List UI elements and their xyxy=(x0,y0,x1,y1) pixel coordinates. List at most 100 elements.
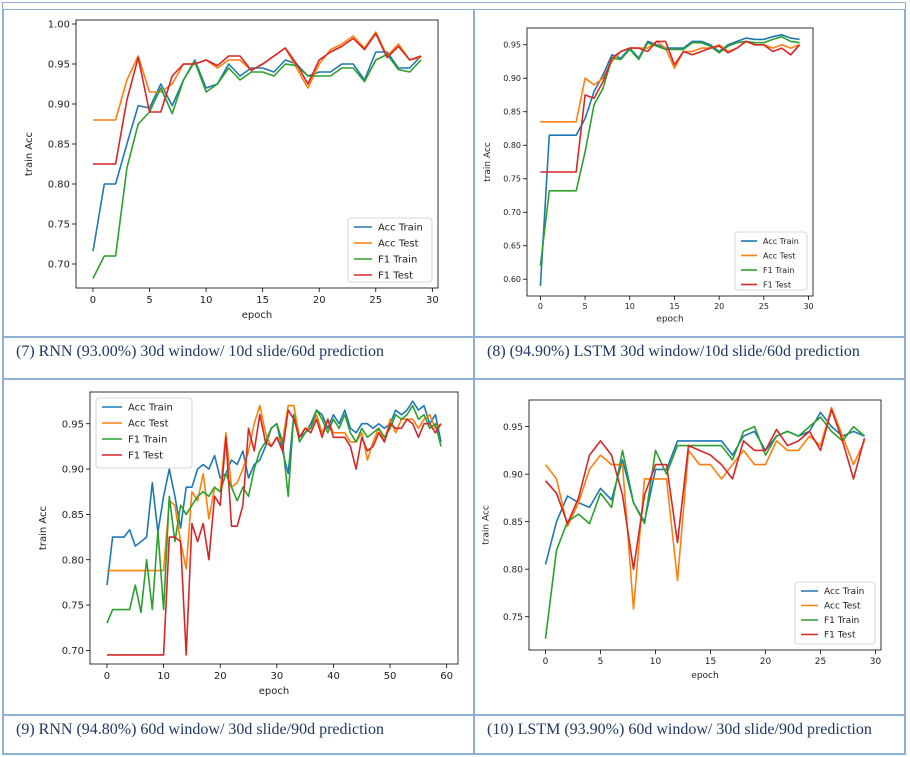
y-tick-label: 0.75 xyxy=(503,613,523,623)
y-tick-label: 0.80 xyxy=(62,555,84,566)
legend-label: Acc Train xyxy=(378,223,423,234)
x-tick-label: 0 xyxy=(90,295,96,306)
y-tick-label: 0.95 xyxy=(503,41,521,50)
series-line-f1-test xyxy=(107,409,442,656)
x-axis-label: epoch xyxy=(656,315,683,325)
y-tick-label: 0.75 xyxy=(48,220,70,231)
caption-7: (7) RNN (93.00%) 30d window/ 10d slide/6… xyxy=(3,337,474,379)
x-axis-label: epoch xyxy=(691,671,718,681)
y-tick-label: 0.70 xyxy=(62,646,84,657)
legend-label: F1 Test xyxy=(824,631,856,641)
legend-label: F1 Train xyxy=(378,255,417,266)
legend-box xyxy=(734,231,808,291)
x-tick-label: 0 xyxy=(538,302,543,311)
x-axis-label: epoch xyxy=(242,310,272,321)
x-tick-label: 20 xyxy=(714,302,724,311)
x-tick-label: 5 xyxy=(583,302,588,311)
legend-box xyxy=(794,581,876,645)
series-line-f1-train xyxy=(92,53,422,279)
chart-rnn-30d-window: 0 5 10 15 20 25 30 0.70 0.75 0.80 0.85 0.90 0.95 1.00… xyxy=(24,19,439,321)
y-axis-label: train Acc xyxy=(483,142,493,182)
x-tick-label: 25 xyxy=(815,657,826,667)
series-line-acc-train xyxy=(539,33,800,286)
x-tick-label: 20 xyxy=(313,295,326,306)
y-tick-label: 0.95 xyxy=(62,419,84,430)
legend-label: F1 Train xyxy=(824,616,859,626)
y-tick-label: 0.75 xyxy=(503,175,521,184)
y-tick-label: 0.90 xyxy=(48,100,70,111)
y-tick-label: 0.80 xyxy=(503,565,523,575)
y-tick-label: 0.85 xyxy=(48,140,70,151)
legend-label: Acc Test xyxy=(128,419,169,430)
y-tick-label: 0.80 xyxy=(503,141,521,150)
caption-9-text: (9) RNN (94.80%) 60d window/ 30d slide/9… xyxy=(16,721,384,738)
legend-label: Acc Train xyxy=(763,237,799,246)
y-axis-label: train Acc xyxy=(24,132,35,176)
caption-8: (8) (94.90%) LSTM 30d window/10d slide/6… xyxy=(474,337,905,379)
x-tick-label: 30 xyxy=(426,295,439,306)
panel-9: 0 10 20 30 40 50 60 0.70 0.75 0.80 0.85 0.90 0.95 epo… xyxy=(3,379,474,715)
x-tick-label: 60 xyxy=(440,671,453,682)
x-tick-label: 20 xyxy=(760,657,772,667)
y-tick-label: 1.00 xyxy=(48,20,70,31)
legend-label: Acc Train xyxy=(128,403,173,414)
x-tick-label: 5 xyxy=(598,657,604,667)
x-axis-label: epoch xyxy=(259,686,289,697)
y-tick-label: 0.85 xyxy=(62,510,84,521)
legend-box xyxy=(95,397,193,469)
panel-8: 0 5 10 15 20 25 30 0.60 0.65 0.70 0.75 0.80 0.85 0.90… xyxy=(474,9,905,337)
y-tick-label: 0.70 xyxy=(48,260,70,271)
y-tick-label: 0.60 xyxy=(503,275,521,284)
caption-9: (9) RNN (94.80%) 60d window/ 30d slide/9… xyxy=(3,715,474,754)
caption-8-text: (8) (94.90%) LSTM 30d window/10d slide/6… xyxy=(487,343,860,360)
x-tick-label: 30 xyxy=(870,657,882,667)
y-tick-label: 0.95 xyxy=(48,60,70,71)
y-tick-label: 0.70 xyxy=(503,208,521,217)
y-tick-label: 0.75 xyxy=(62,601,84,612)
legend-label: F1 Test xyxy=(128,451,163,462)
series-line-f1-train xyxy=(539,35,800,266)
legend-label: F1 Test xyxy=(378,271,413,282)
x-tick-label: 30 xyxy=(803,302,813,311)
series-line-f1-test xyxy=(540,40,801,173)
legend-label: Acc Train xyxy=(824,587,864,597)
legend-label: Acc Test xyxy=(763,251,795,260)
chart-lstm-30d-window: 0 5 10 15 20 25 30 0.60 0.65 0.70 0.75 0.80 0.85 0.90… xyxy=(483,27,814,325)
y-axis-label: train Acc xyxy=(38,506,49,550)
y-tick-label: 0.95 xyxy=(503,423,523,433)
caption-10: (10) LSTM (93.90%) 60d window/ 30d slide… xyxy=(474,715,905,754)
chart-rnn-60d-window: 0 10 20 30 40 50 60 0.70 0.75 0.80 0.85 0.90 0.95 epo… xyxy=(38,391,459,697)
y-axis-label: train Acc xyxy=(482,505,492,545)
x-tick-label: 25 xyxy=(369,295,382,306)
legend-label: Acc Test xyxy=(378,239,419,250)
legend-label: F1 Train xyxy=(763,266,794,275)
x-tick-label: 15 xyxy=(256,295,269,306)
series-line-f1-test xyxy=(93,32,422,165)
y-tick-label: 0.85 xyxy=(503,108,521,117)
x-tick-label: 25 xyxy=(759,302,769,311)
legend-label: Acc Test xyxy=(824,602,861,612)
y-tick-label: 0.90 xyxy=(62,465,84,476)
caption-7-text: (7) RNN (93.00%) 30d window/ 10d slide/6… xyxy=(16,343,384,360)
series-line-acc-train xyxy=(544,411,865,565)
legend-label: F1 Train xyxy=(128,435,167,446)
series-line-acc-test xyxy=(544,406,866,610)
panel-7: 0 5 10 15 20 25 30 0.70 0.75 0.80 0.85 0.90 0.95 1.00… xyxy=(3,9,474,337)
x-tick-label: 0 xyxy=(104,671,110,682)
y-tick-label: 0.85 xyxy=(503,518,523,528)
y-tick-label: 0.90 xyxy=(503,470,523,480)
series-line-f1-train xyxy=(106,404,442,624)
caption-10-text: (10) LSTM (93.90%) 60d window/ 30d slide… xyxy=(487,721,872,738)
chart-lstm-60d-window: 0 5 10 15 20 25 30 0.75 0.80 0.85 0.90 0.95 epoch tra… xyxy=(482,399,882,681)
x-tick-label: 15 xyxy=(669,302,679,311)
x-tick-label: 15 xyxy=(705,657,716,667)
series-line-f1-train xyxy=(544,416,866,639)
x-tick-label: 40 xyxy=(327,671,340,682)
legend-box xyxy=(347,217,433,283)
x-tick-label: 30 xyxy=(270,671,283,682)
y-tick-label: 0.65 xyxy=(503,242,521,251)
x-tick-label: 10 xyxy=(157,671,170,682)
x-tick-label: 5 xyxy=(146,295,152,306)
x-tick-label: 10 xyxy=(650,657,662,667)
